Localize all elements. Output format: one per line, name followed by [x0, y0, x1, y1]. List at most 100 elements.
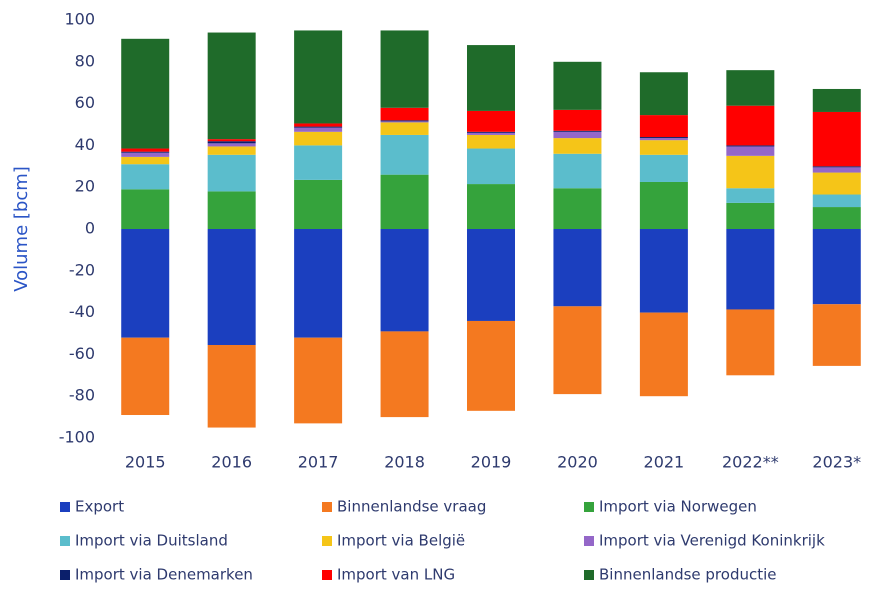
bar-segment	[294, 126, 343, 128]
x-tick-label: 2022**	[722, 453, 779, 472]
bar-segment	[294, 127, 343, 132]
legend-swatch	[584, 570, 594, 580]
bar-segment	[812, 166, 861, 168]
x-tick-label: 2017	[298, 453, 339, 472]
y-tick-label: 0	[85, 219, 95, 238]
legend-swatch	[322, 536, 332, 546]
bar-segment	[467, 132, 515, 135]
bar-segment	[207, 143, 256, 147]
legend-swatch	[322, 502, 332, 512]
bar-segment	[812, 304, 861, 366]
bar-segment	[726, 202, 775, 229]
bar-segment	[639, 138, 688, 141]
bar-segment	[812, 111, 861, 167]
bar-segment	[553, 61, 602, 110]
bar-segment	[639, 181, 688, 229]
bar-segment	[812, 194, 861, 208]
legend-swatch	[584, 536, 594, 546]
bar-segment	[121, 164, 170, 190]
bar-segment	[553, 131, 602, 139]
legend-label: Import via Verenigd Koninkrijk	[599, 532, 825, 550]
bar-segment	[380, 107, 429, 121]
bar-segment	[639, 72, 688, 116]
bar-segment	[467, 148, 515, 185]
bar-segment	[553, 153, 602, 189]
bar-segment	[639, 229, 688, 313]
bar-segment	[467, 184, 515, 229]
y-tick-label: 40	[75, 135, 95, 154]
legend-swatch	[60, 570, 70, 580]
y-tick-label: -80	[69, 386, 95, 405]
bar-segment	[121, 152, 170, 157]
bar-segment	[380, 122, 429, 135]
y-axis-label: Volume [bcm]	[11, 166, 32, 292]
x-tick-label: 2015	[125, 453, 166, 472]
bar-segment	[726, 105, 775, 146]
bar-segment	[380, 174, 429, 229]
bar-segment	[380, 331, 429, 418]
bar-segment	[207, 139, 256, 142]
legend-swatch	[322, 570, 332, 580]
y-tick-label: -60	[69, 344, 95, 363]
bar-segment	[726, 155, 775, 189]
y-tick-label: -100	[59, 428, 95, 447]
bar-segment	[207, 344, 256, 428]
bar-segment	[812, 207, 861, 229]
bar-segment	[294, 145, 343, 180]
bar-segment	[294, 30, 343, 124]
bar-segment	[553, 138, 602, 154]
x-tick-label: 2019	[471, 453, 512, 472]
legend-label: Import via Duitsland	[75, 532, 228, 550]
bar-segment	[639, 115, 688, 138]
bar-segment	[467, 134, 515, 149]
bar-segment	[639, 312, 688, 397]
bar-segment	[121, 156, 170, 165]
bar-segment	[467, 229, 515, 321]
bar-segment	[812, 172, 861, 195]
bar-segment	[467, 320, 515, 411]
bar-segment	[380, 121, 429, 123]
bar-segment	[294, 123, 343, 127]
bar-segment	[812, 88, 861, 112]
bar-segment	[380, 30, 429, 108]
bar-segment	[812, 229, 861, 305]
legend-label: Import via Denemarken	[75, 566, 253, 584]
bar-segment	[553, 229, 602, 307]
bar-segment	[121, 189, 170, 229]
legend-label: Import via België	[337, 532, 465, 550]
bar-segment	[639, 140, 688, 155]
bar-segment	[207, 146, 256, 155]
bar-segment	[726, 146, 775, 156]
bar-segment	[467, 110, 515, 132]
bar-segment	[380, 229, 429, 332]
bar-segment	[467, 45, 515, 111]
legend-label: Import via Norwegen	[599, 498, 757, 516]
bar-segment	[121, 229, 170, 338]
y-tick-label: -20	[69, 260, 95, 279]
bar-segment	[639, 137, 688, 139]
legend-swatch	[60, 536, 70, 546]
bar-segment	[207, 229, 256, 345]
bar-segment	[467, 131, 515, 133]
x-tick-label: 2020	[557, 453, 598, 472]
x-tick-label: 2021	[644, 453, 685, 472]
legend-label: Binnenlandse productie	[599, 566, 777, 584]
x-tick-label: 2018	[384, 453, 425, 472]
bar-segment	[726, 229, 775, 310]
bar-segment	[726, 188, 775, 203]
bar-segment	[553, 109, 602, 131]
legend-label: Binnenlandse vraag	[337, 498, 486, 516]
bar-segment	[294, 337, 343, 424]
bar-segment	[207, 32, 256, 140]
bar-segment	[553, 130, 602, 132]
bar-segment	[294, 229, 343, 338]
bar-segment	[812, 167, 861, 173]
bar-segment	[207, 191, 256, 229]
y-tick-label: 20	[75, 177, 95, 196]
bar-segment	[207, 141, 256, 144]
legend-label: Export	[75, 498, 124, 516]
bar-segment	[380, 134, 429, 175]
bar-segment	[726, 309, 775, 376]
bar-segment	[121, 148, 170, 152]
